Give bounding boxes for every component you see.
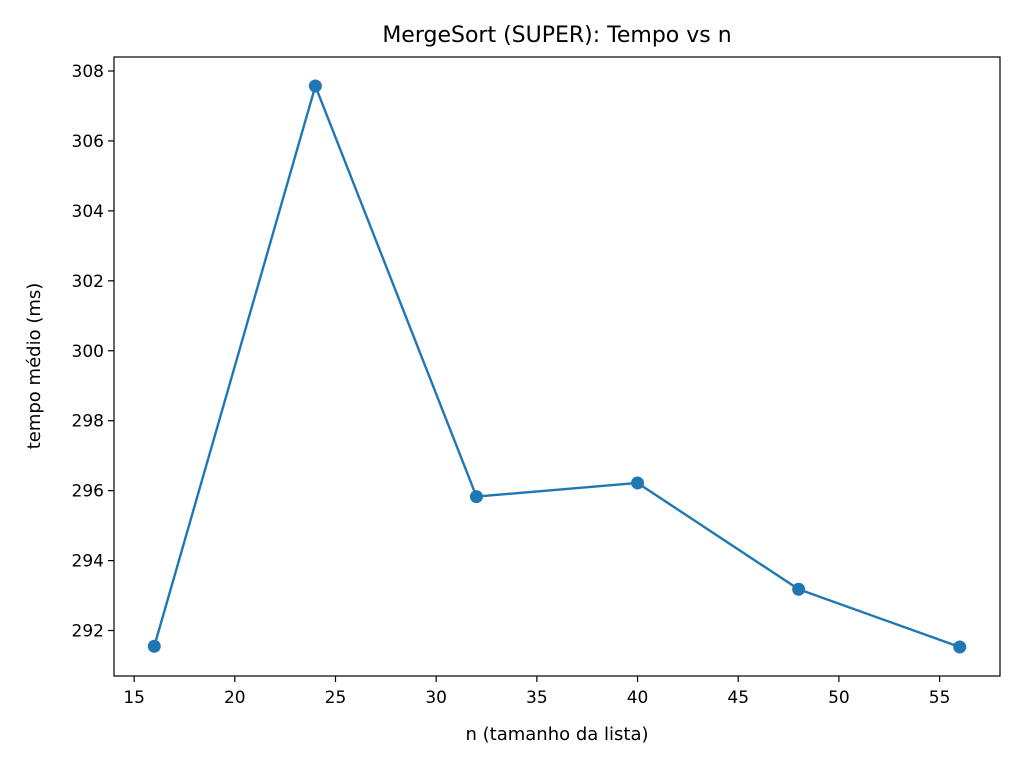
y-axis-label: tempo médio (ms) bbox=[24, 283, 45, 450]
data-point bbox=[147, 639, 161, 653]
series-line bbox=[153, 84, 961, 649]
x-tick-label: 25 bbox=[325, 688, 347, 708]
x-tick-label: 55 bbox=[929, 688, 951, 708]
y-tick-label: 294 bbox=[72, 552, 104, 572]
x-axis-label: n (tamanho da lista) bbox=[465, 724, 648, 745]
plot-area: 15 20 25 30 35 40 45 50 55 292 294 296 298 300 302 304 3… bbox=[72, 56, 1001, 708]
x-tick-label: 50 bbox=[828, 688, 850, 708]
x-tick-label: 30 bbox=[425, 688, 447, 708]
y-tick-label: 296 bbox=[72, 482, 104, 502]
x-tick-label: 45 bbox=[727, 688, 749, 708]
y-tick-label: 300 bbox=[72, 342, 104, 362]
x-tick-label: 15 bbox=[123, 688, 145, 708]
y-tick-label: 306 bbox=[72, 132, 104, 152]
chart-title: MergeSort (SUPER): Tempo vs n bbox=[382, 23, 731, 48]
data-point bbox=[631, 476, 645, 490]
data-point bbox=[792, 582, 806, 596]
y-tick-label: 302 bbox=[72, 272, 104, 292]
y-tick-label: 298 bbox=[72, 412, 104, 432]
y-tick-label: 308 bbox=[72, 62, 104, 82]
axes-frame bbox=[113, 56, 1001, 677]
data-point bbox=[308, 79, 322, 93]
data-point bbox=[469, 490, 483, 504]
x-tick-label: 40 bbox=[627, 688, 649, 708]
x-tick-label: 20 bbox=[224, 688, 246, 708]
y-tick-label: 292 bbox=[72, 622, 104, 642]
x-tick-label: 35 bbox=[526, 688, 548, 708]
y-tick-label: 304 bbox=[72, 202, 104, 222]
data-point bbox=[953, 640, 967, 654]
